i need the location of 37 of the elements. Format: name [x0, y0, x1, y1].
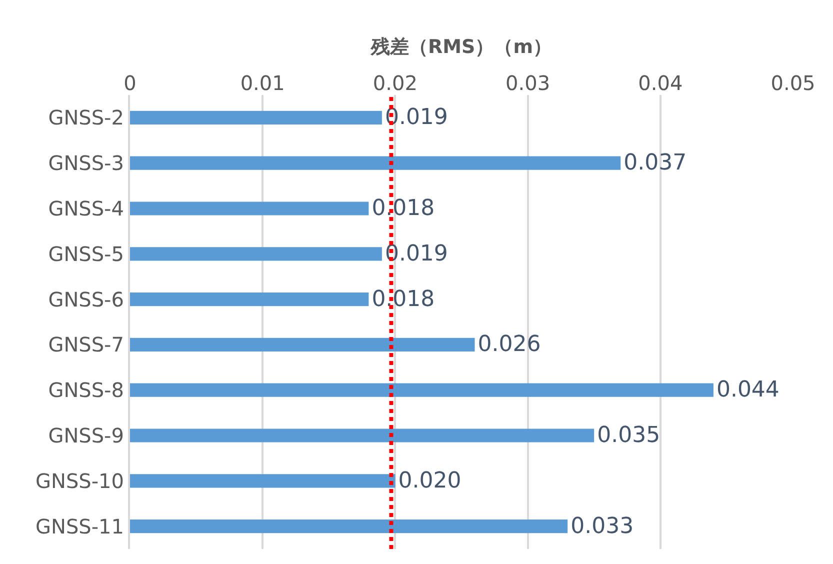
data-label: 0.019 — [384, 241, 448, 266]
x-tick-label: 0.05 — [770, 71, 816, 95]
x-axis-title: 残差（RMS）（m） — [370, 36, 552, 58]
data-label: 0.026 — [478, 332, 541, 358]
y-tick-label: GNSS-6 — [48, 287, 124, 312]
y-tick-label: GNSS-7 — [48, 332, 124, 357]
y-tick-label: GNSS-9 — [48, 424, 124, 448]
y-tick-label: GNSS-5 — [48, 242, 124, 266]
x-tick-label: 0 — [124, 71, 136, 95]
x-tick-label: 0.04 — [638, 71, 683, 95]
y-tick-label: GNSS-10 — [35, 468, 124, 493]
bar — [130, 338, 475, 352]
y-tick-label: GNSS-4 — [48, 196, 124, 220]
x-tick-label: 0.01 — [240, 71, 285, 95]
data-label: 0.018 — [372, 196, 435, 221]
data-label: 0.035 — [597, 423, 660, 448]
data-label: 0.033 — [570, 514, 634, 539]
data-label: 0.037 — [624, 150, 687, 176]
y-tick-label: GNSS-2 — [48, 106, 124, 130]
y-tick-label: GNSS-3 — [48, 151, 124, 176]
y-tick-label: GNSS-8 — [48, 378, 124, 402]
x-tick-label: 0.03 — [506, 71, 550, 95]
data-label: 0.020 — [398, 468, 462, 494]
bar — [130, 383, 714, 397]
data-label: 0.019 — [384, 105, 448, 130]
x-tick-label: 0.02 — [372, 71, 418, 95]
y-tick-label: GNSS-11 — [35, 514, 124, 538]
bar — [130, 292, 369, 306]
bar — [130, 110, 382, 125]
bar — [130, 519, 568, 534]
bar — [130, 474, 396, 488]
bar — [130, 156, 621, 170]
data-label: 0.018 — [372, 286, 435, 312]
data-label: 0.044 — [716, 378, 780, 403]
bar — [130, 247, 382, 261]
bar — [130, 202, 369, 216]
bar — [130, 428, 594, 442]
